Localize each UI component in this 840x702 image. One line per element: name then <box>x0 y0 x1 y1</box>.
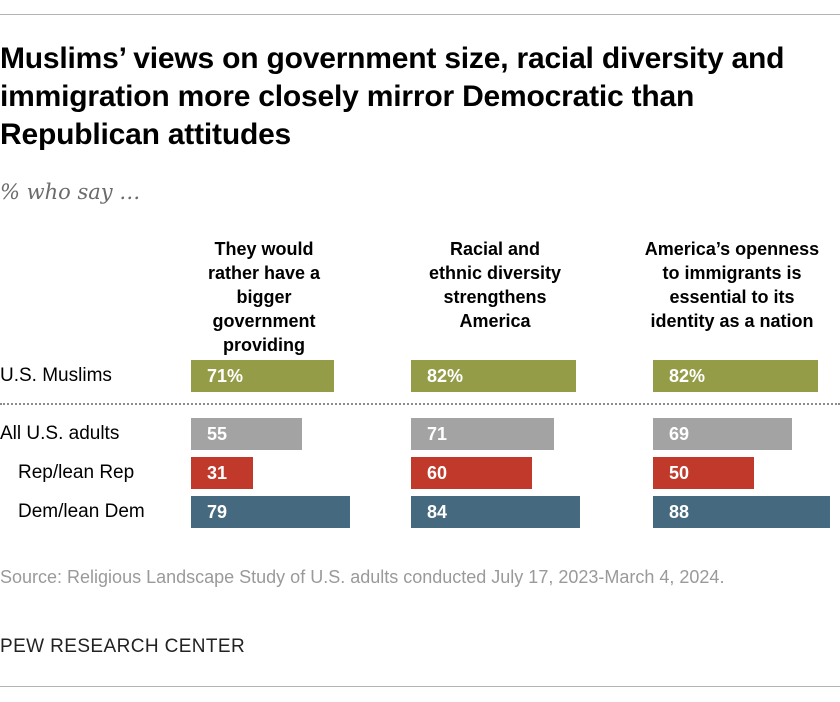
data-label-dem-lean-dem-2: 84 <box>427 502 448 522</box>
bar-rep-lean-rep-2 <box>411 457 532 489</box>
bar-rep-lean-rep-3 <box>653 457 754 489</box>
data-label-dem-lean-dem-3: 88 <box>669 502 690 522</box>
column-header-immigrants: America’s openness to immigrants is esse… <box>644 239 820 331</box>
bar-u-s-muslims-1 <box>191 360 334 392</box>
bar-all-u-s-adults-1 <box>191 418 302 450</box>
bar-u-s-muslims-3 <box>653 360 818 392</box>
row-label-dem-lean-dem: Dem/lean Dem <box>18 501 145 522</box>
row-label-rep-lean-rep: Rep/lean Rep <box>18 462 135 483</box>
chart-subtitle: % who say … <box>0 180 141 204</box>
data-label-u-s-muslims-1: 71% <box>207 366 244 386</box>
bottom-rule <box>0 686 840 687</box>
bar-all-u-s-adults-2 <box>411 418 554 450</box>
data-label-rep-lean-rep-3: 50 <box>669 463 690 483</box>
data-label-all-u-s-adults-2: 71 <box>427 424 448 444</box>
bar-rep-lean-rep-1 <box>191 457 254 489</box>
bar-dem-lean-dem-1 <box>191 496 350 528</box>
data-label-all-u-s-adults-3: 69 <box>669 424 690 444</box>
data-label-u-s-muslims-3: 82% <box>669 366 706 386</box>
bar-dem-lean-dem-3 <box>653 496 830 528</box>
source-note: Source: Religious Landscape Study of U.S… <box>0 567 725 587</box>
row-label-u-s-muslims: U.S. Muslims <box>0 365 112 386</box>
data-label-rep-lean-rep-1: 31 <box>207 463 228 483</box>
top-rule <box>0 14 840 15</box>
group-divider <box>0 403 840 405</box>
data-label-u-s-muslims-2: 82% <box>427 366 464 386</box>
bar-all-u-s-adults-3 <box>653 418 792 450</box>
data-label-dem-lean-dem-1: 79 <box>207 502 228 522</box>
row-label-all-u-s-adults: All U.S. adults <box>0 423 120 444</box>
chart-title: Muslims’ views on government size, racia… <box>0 42 785 151</box>
column-header-diversity: Racial and ethnic diversity strengthens … <box>428 239 562 331</box>
bar-dem-lean-dem-2 <box>411 496 580 528</box>
bar-u-s-muslims-2 <box>411 360 576 392</box>
data-label-rep-lean-rep-2: 60 <box>427 463 448 483</box>
data-label-all-u-s-adults-1: 55 <box>207 424 228 444</box>
pew-research-center-logo: PEW RESEARCH CENTER <box>0 636 246 657</box>
